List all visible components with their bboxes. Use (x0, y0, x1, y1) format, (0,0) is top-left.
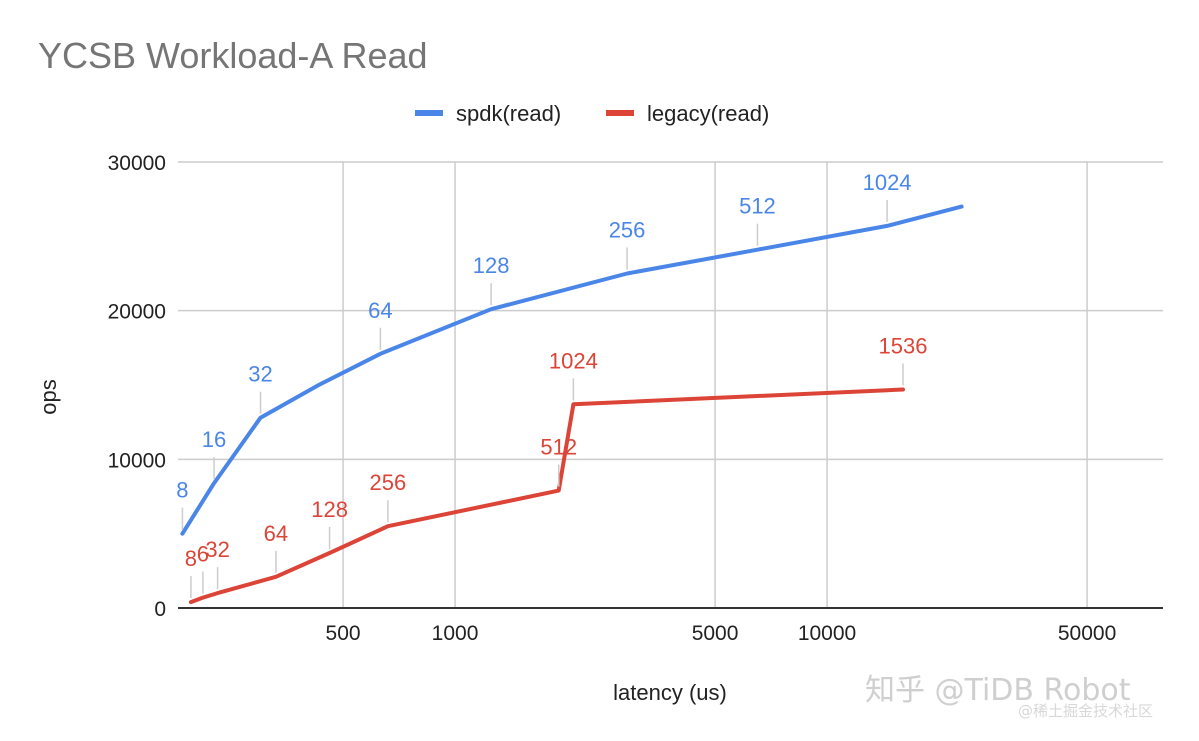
x-tick-label: 50000 (1058, 622, 1116, 645)
y-tick-label: 20000 (108, 301, 166, 324)
gridlines (178, 161, 1163, 608)
series-lines (180, 204, 964, 605)
y-tick-label: 0 (154, 598, 166, 621)
watermark-main: 知乎 @TiDB Robot (865, 673, 1131, 708)
y-axis-label: ops (36, 379, 61, 414)
point-label: 64 (264, 521, 288, 546)
point-label: 8 (176, 478, 188, 503)
chart-title: YCSB Workload-A Read (38, 35, 428, 76)
point-label: 256 (609, 218, 646, 243)
x-tick-labels: 500 1000 5000 10000 50000 (326, 622, 1117, 645)
point-label: 16 (202, 427, 226, 452)
point-label: 32 (205, 537, 229, 562)
point-label: 128 (473, 253, 510, 278)
series-line-1 (188, 387, 905, 605)
legend-label-legacy: legacy(read) (647, 101, 769, 126)
y-tick-label: 10000 (108, 449, 166, 472)
y-tick-label: 30000 (108, 152, 166, 175)
series-line-0 (180, 204, 964, 536)
x-tick-label: 5000 (692, 622, 739, 645)
legend: spdk(read) legacy(read) (415, 101, 769, 126)
x-axis-label: latency (us) (613, 680, 727, 705)
legend-label-spdk: spdk(read) (456, 101, 561, 126)
point-label: 64 (368, 298, 392, 323)
point-label: 1024 (863, 170, 912, 195)
watermark: 知乎 @TiDB Robot @稀土掘金技术社区 (865, 673, 1153, 720)
watermark-sub: @稀土掘金技术社区 (1018, 702, 1153, 720)
point-label: 6 (197, 542, 209, 567)
point-label: 32 (248, 362, 272, 387)
point-label: 8 (185, 546, 197, 571)
point-label: 128 (311, 497, 348, 522)
point-label: 512 (540, 435, 577, 460)
x-tick-label: 1000 (432, 622, 479, 645)
x-tick-label: 500 (326, 622, 361, 645)
point-label: 1536 (879, 333, 928, 358)
point-label: 512 (739, 194, 776, 219)
point-label: 1024 (549, 348, 598, 373)
y-tick-labels: 0 10000 20000 30000 (108, 152, 166, 621)
point-label: 256 (370, 470, 407, 495)
x-tick-label: 10000 (798, 622, 856, 645)
